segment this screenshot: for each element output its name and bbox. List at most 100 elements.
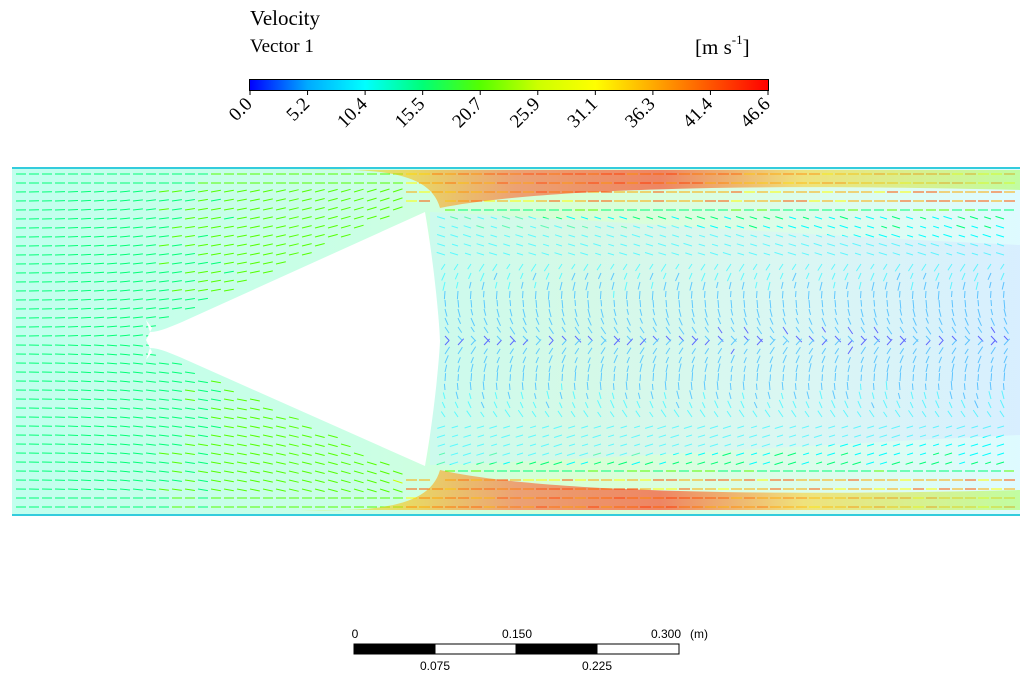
velocity-vector [184, 262, 195, 265]
velocity-vector [132, 307, 143, 310]
velocity-vector [119, 280, 131, 283]
velocity-vector [982, 452, 992, 457]
velocity-vector [327, 479, 338, 484]
velocity-vector [353, 188, 364, 193]
velocity-vector [171, 461, 182, 464]
velocity-vector [249, 234, 260, 238]
velocity-vector [67, 398, 79, 400]
velocity-vector [106, 262, 118, 265]
velocity-vector [132, 362, 143, 365]
velocity-vector [555, 216, 563, 220]
velocity-vector [774, 461, 784, 466]
velocity-vector [932, 234, 940, 238]
velocity-vector [236, 416, 247, 420]
velocity-vector [236, 198, 247, 202]
velocity-vector [657, 216, 667, 220]
velocity-vector [262, 479, 273, 483]
velocity-vector [379, 206, 390, 211]
velocity-vector [249, 252, 260, 256]
velocity-vector [236, 488, 247, 492]
velocity-vector [262, 488, 273, 492]
velocity-vector [67, 263, 79, 265]
velocity-vector [106, 398, 118, 401]
velocity-vector [184, 371, 195, 374]
velocity-vector [197, 189, 208, 193]
scale-segment-2 [434, 643, 517, 655]
velocity-vector [145, 434, 156, 437]
velocity-vector [80, 334, 92, 337]
velocity-vector [801, 461, 810, 465]
velocity-vector [982, 233, 992, 238]
velocity-vector [210, 452, 221, 456]
velocity-vector [275, 243, 286, 247]
velocity-vector [210, 225, 221, 229]
velocity-vector [262, 225, 273, 229]
velocity-vector [106, 253, 118, 256]
velocity-vector [145, 443, 156, 446]
velocity-vector [93, 244, 105, 247]
recirculation-wake [430, 212, 1020, 465]
velocity-vector [171, 208, 182, 211]
velocity-vector [80, 362, 92, 365]
velocity-vector [93, 344, 105, 347]
velocity-vector [119, 325, 131, 328]
velocity-vector [197, 398, 208, 402]
velocity-vector [67, 470, 79, 472]
velocity-vector [249, 270, 260, 274]
velocity-vector [119, 488, 131, 491]
velocity-vector [171, 280, 182, 283]
velocity-vector [145, 226, 156, 229]
velocity-vector [67, 218, 79, 220]
velocity-vector [145, 208, 156, 211]
velocity-vector [236, 207, 247, 211]
velocity-vector [67, 209, 79, 211]
velocity-vector [236, 225, 247, 229]
velocity-vector [566, 215, 576, 220]
velocity-vector [210, 216, 221, 220]
velocity-vector [314, 434, 325, 438]
velocity-vector [80, 190, 92, 193]
velocity-vector [594, 216, 602, 220]
velocity-vector [119, 461, 131, 464]
scale-label-0150: 0.150 [502, 627, 532, 641]
velocity-vector [145, 362, 156, 365]
velocity-vector [171, 416, 182, 419]
velocity-vector [197, 452, 208, 456]
velocity-vector [67, 353, 79, 355]
velocity-vector [943, 215, 953, 220]
legend-tick-labels: 0.0 5.2 10.4 15.5 20.7 25.9 31.1 36.3 41.4 46.6 [225, 91, 775, 132]
velocity-vector [724, 225, 732, 229]
velocity-vector [236, 407, 247, 411]
velocity-vector [802, 216, 810, 220]
velocity-vector [249, 443, 260, 447]
velocity-vector [327, 443, 338, 448]
velocity-vector [366, 197, 377, 202]
velocity-vector [249, 461, 260, 465]
velocity-vector [301, 225, 312, 229]
velocity-vector [119, 226, 131, 229]
velocity-vector [762, 452, 771, 456]
velocity-vector [67, 335, 79, 337]
velocity-vector [119, 289, 131, 292]
velocity-vector [816, 461, 823, 465]
velocity-vector [314, 207, 325, 211]
velocity-vector [249, 425, 260, 429]
velocity-vector [119, 434, 131, 437]
velocity-vector [145, 398, 156, 401]
velocity-vector [145, 325, 156, 328]
velocity-vector [301, 452, 312, 456]
legend-tick-label: 0.0 [225, 94, 257, 126]
velocity-vector [262, 207, 273, 211]
velocity-vector [275, 416, 286, 420]
velocity-vector [920, 225, 927, 229]
velocity-vector [93, 190, 105, 193]
velocity-vector-field [12, 167, 1020, 516]
velocity-vector [106, 452, 118, 455]
velocity-vector [262, 407, 273, 411]
velocity-vector [275, 261, 286, 265]
velocity-vector [301, 443, 312, 447]
velocity-vector [788, 225, 797, 229]
velocity-vector [145, 407, 156, 410]
velocity-vector [119, 407, 131, 410]
velocity-vector [106, 334, 118, 337]
